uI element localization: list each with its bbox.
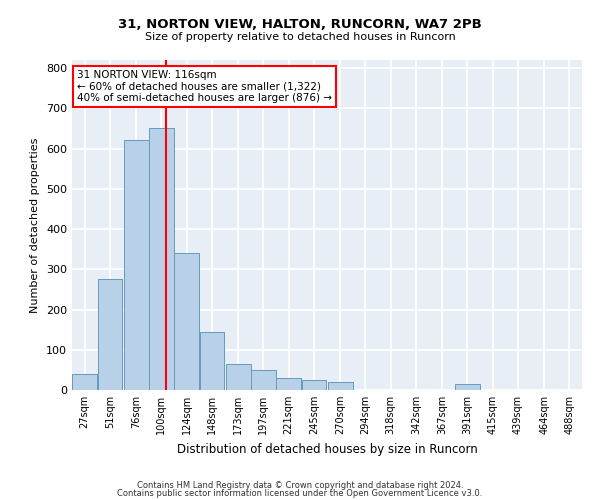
Text: Contains HM Land Registry data © Crown copyright and database right 2024.: Contains HM Land Registry data © Crown c… (137, 481, 463, 490)
Bar (455, 384, 480, 390)
Bar (328, 382, 353, 390)
Text: Size of property relative to detached houses in Runcorn: Size of property relative to detached ho… (145, 32, 455, 42)
Y-axis label: Number of detached properties: Number of detached properties (31, 138, 40, 312)
Text: 31, NORTON VIEW, HALTON, RUNCORN, WA7 2PB: 31, NORTON VIEW, HALTON, RUNCORN, WA7 2P… (118, 18, 482, 30)
Bar (124, 140, 149, 390)
Bar (199, 332, 224, 390)
Bar (302, 380, 326, 390)
Bar (276, 378, 301, 390)
X-axis label: Distribution of detached houses by size in Runcorn: Distribution of detached houses by size … (176, 442, 478, 456)
Bar (226, 364, 251, 390)
Bar (174, 253, 199, 390)
Bar (72, 374, 97, 390)
Bar (97, 280, 122, 390)
Bar (251, 370, 276, 390)
Bar (149, 128, 174, 390)
Text: 31 NORTON VIEW: 116sqm
← 60% of detached houses are smaller (1,322)
40% of semi-: 31 NORTON VIEW: 116sqm ← 60% of detached… (77, 70, 332, 103)
Text: Contains public sector information licensed under the Open Government Licence v3: Contains public sector information licen… (118, 488, 482, 498)
